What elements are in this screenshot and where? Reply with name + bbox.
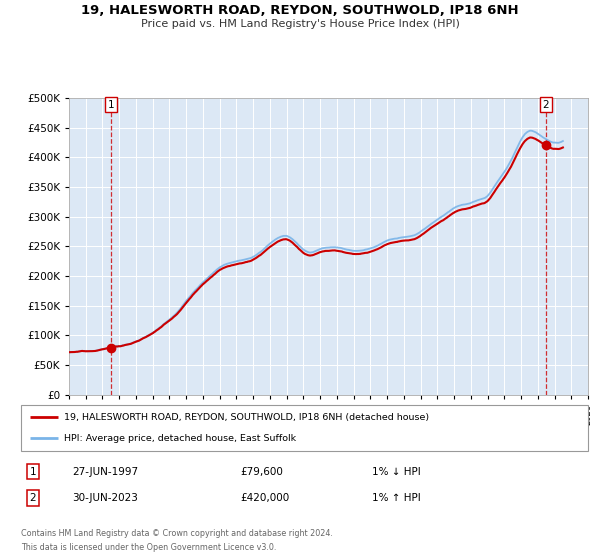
Text: 19, HALESWORTH ROAD, REYDON, SOUTHWOLD, IP18 6NH (detached house): 19, HALESWORTH ROAD, REYDON, SOUTHWOLD, … — [64, 413, 428, 422]
Text: 1% ↓ HPI: 1% ↓ HPI — [372, 466, 421, 477]
Text: 19, HALESWORTH ROAD, REYDON, SOUTHWOLD, IP18 6NH: 19, HALESWORTH ROAD, REYDON, SOUTHWOLD, … — [81, 4, 519, 17]
Text: £79,600: £79,600 — [240, 466, 283, 477]
Text: 1: 1 — [29, 466, 37, 477]
Text: HPI: Average price, detached house, East Suffolk: HPI: Average price, detached house, East… — [64, 434, 296, 443]
Text: 1: 1 — [107, 100, 114, 110]
Text: £420,000: £420,000 — [240, 493, 289, 503]
Text: 2: 2 — [542, 100, 549, 110]
Text: Price paid vs. HM Land Registry's House Price Index (HPI): Price paid vs. HM Land Registry's House … — [140, 19, 460, 29]
Text: 1% ↑ HPI: 1% ↑ HPI — [372, 493, 421, 503]
Text: Contains HM Land Registry data © Crown copyright and database right 2024.: Contains HM Land Registry data © Crown c… — [21, 529, 333, 538]
Text: 27-JUN-1997: 27-JUN-1997 — [72, 466, 138, 477]
Text: 2: 2 — [29, 493, 37, 503]
Text: This data is licensed under the Open Government Licence v3.0.: This data is licensed under the Open Gov… — [21, 543, 277, 552]
Text: 30-JUN-2023: 30-JUN-2023 — [72, 493, 138, 503]
